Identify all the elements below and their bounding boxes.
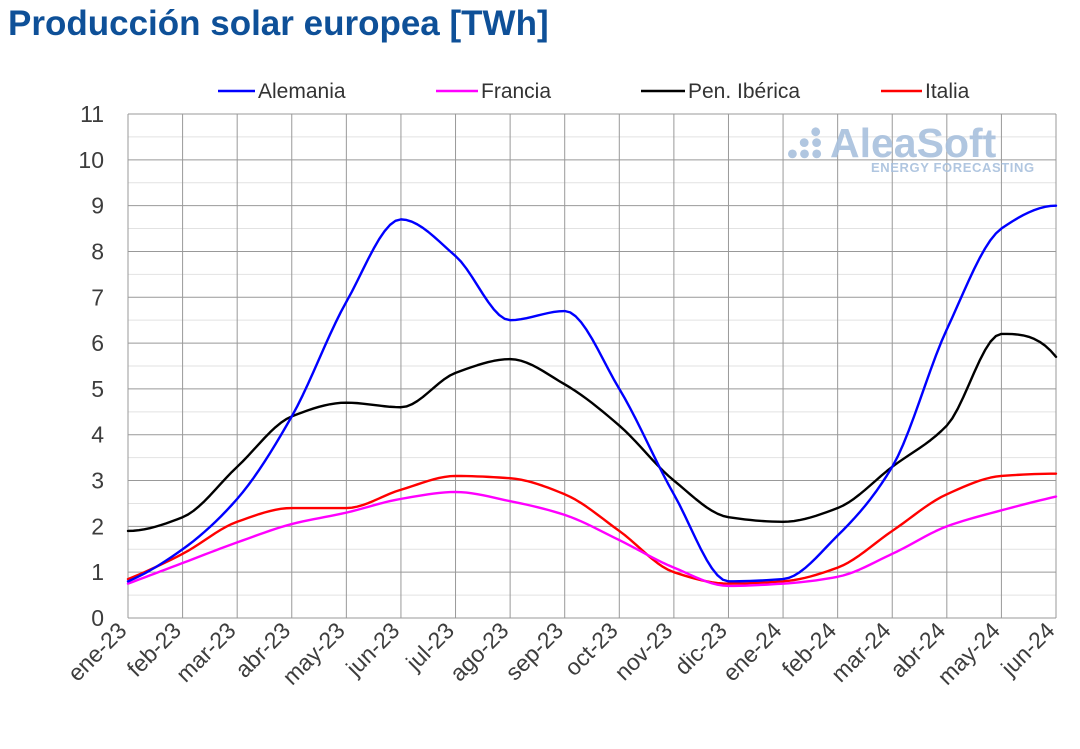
svg-text:10: 10 — [78, 147, 104, 173]
svg-text:7: 7 — [91, 284, 104, 310]
svg-text:sep-23: sep-23 — [500, 617, 568, 685]
svg-text:3: 3 — [91, 468, 104, 494]
svg-text:8: 8 — [91, 238, 104, 264]
svg-text:jun-24: jun-24 — [995, 617, 1059, 681]
svg-text:mar-24: mar-24 — [826, 617, 896, 687]
svg-text:Francia: Francia — [481, 80, 551, 103]
svg-text:mar-23: mar-23 — [171, 617, 241, 687]
svg-text:ago-23: ago-23 — [445, 617, 514, 686]
svg-text:4: 4 — [91, 422, 104, 448]
svg-text:jun-23: jun-23 — [340, 617, 404, 681]
svg-text:Alemania: Alemania — [258, 80, 346, 103]
svg-text:2: 2 — [91, 513, 104, 539]
svg-text:1: 1 — [91, 559, 104, 585]
svg-text:may-23: may-23 — [277, 617, 350, 690]
svg-text:Italia: Italia — [925, 80, 970, 103]
svg-text:6: 6 — [91, 330, 104, 356]
svg-text:11: 11 — [80, 101, 104, 127]
svg-text:ene-24: ene-24 — [718, 617, 787, 686]
svg-text:5: 5 — [91, 376, 104, 402]
svg-text:ENERGY FORECASTING: ENERGY FORECASTING — [871, 160, 1035, 175]
svg-text:Pen. Ibérica: Pen. Ibérica — [688, 80, 800, 103]
svg-text:9: 9 — [91, 193, 104, 219]
svg-text:may-24: may-24 — [932, 617, 1005, 690]
svg-text:nov-23: nov-23 — [609, 617, 677, 685]
